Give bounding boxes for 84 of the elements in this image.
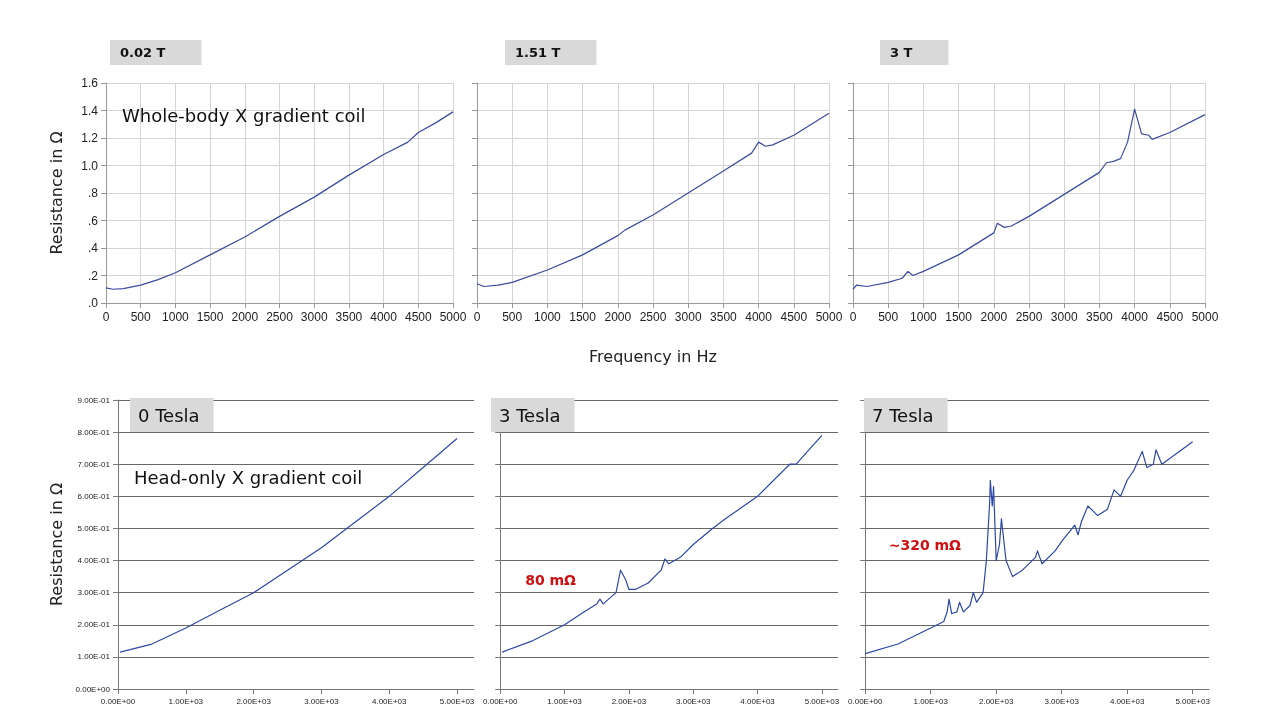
x-tick-label: 4000 xyxy=(745,310,773,324)
x-tick-label: 5.00E+03 xyxy=(1175,696,1211,706)
x-tick-label: 4.00E+03 xyxy=(740,696,776,706)
y-tick-label: 6.00E-01 xyxy=(77,491,111,501)
x-tick-label: 3.00E+03 xyxy=(1044,696,1080,706)
x-tick-label: 0.00E+00 xyxy=(848,696,884,706)
y-tick-label: 1.2 xyxy=(81,131,99,145)
y-tick-label: .4 xyxy=(87,241,99,255)
x-tick-label: 0 xyxy=(102,310,110,324)
x-tick-label: 3500 xyxy=(335,310,363,324)
y-tick-label: 9.00E-01 xyxy=(77,395,111,405)
x-tick-label: 2000 xyxy=(980,310,1008,324)
annotation: Head-only X gradient coil xyxy=(134,466,363,488)
x-tick-label: 5.00E+03 xyxy=(804,696,840,706)
x-tick-label: 3.00E+03 xyxy=(676,696,712,706)
x-tick-label: 2500 xyxy=(639,310,667,324)
x-tick-label: 4000 xyxy=(370,310,398,324)
x-tick-label: 2000 xyxy=(231,310,259,324)
annotation: 80 mΩ xyxy=(525,572,577,588)
x-tick-label: 4500 xyxy=(1156,310,1184,324)
x-tick-label: 4500 xyxy=(404,310,432,324)
x-tick-label: 0.00E+00 xyxy=(100,696,136,706)
y-tick-label: .0 xyxy=(87,296,99,310)
x-tick-label: 1.00E+03 xyxy=(168,696,204,706)
x-tick-label: 3.00E+03 xyxy=(304,696,340,706)
y-tick-label: .2 xyxy=(87,268,99,283)
y-axis-title: Resistance in Ω xyxy=(46,131,66,255)
x-tick-label: 1.00E+03 xyxy=(547,696,583,706)
x-tick-label: 5000 xyxy=(1191,310,1219,324)
y-tick-label: 8.00E-01 xyxy=(77,427,111,437)
x-tick-label: 0.00E+00 xyxy=(483,696,519,706)
y-tick-label: 5.00E-01 xyxy=(77,523,111,533)
x-tick-label: 1000 xyxy=(910,310,938,324)
chart-title: 0 Tesla xyxy=(138,404,200,426)
y-tick-label: 4.00E-01 xyxy=(77,556,111,566)
x-tick-label: 500 xyxy=(502,310,523,324)
y-tick-label: 7.00E-01 xyxy=(77,459,111,469)
chart-title: 3 Tesla xyxy=(499,404,561,426)
y-tick-label: 1.0 xyxy=(81,158,99,173)
x-tick-label: 1500 xyxy=(196,310,224,324)
x-tick-label: 3000 xyxy=(1050,310,1078,324)
x-tick-label: 2.00E+03 xyxy=(978,696,1014,706)
y-tick-label: .8 xyxy=(87,186,99,200)
x-tick-label: 1500 xyxy=(569,310,597,324)
chart-title: 7 Tesla xyxy=(872,404,934,426)
line-series xyxy=(119,437,458,653)
y-tick-label: 1.00E-01 xyxy=(77,652,111,662)
annotation: ~320 mΩ xyxy=(888,537,962,553)
x-tick-label: 1000 xyxy=(162,310,190,324)
x-tick-label: 5000 xyxy=(815,310,843,324)
x-tick-label: 2500 xyxy=(266,310,294,324)
x-tick-label: 0 xyxy=(473,310,481,324)
x-tick-label: 3500 xyxy=(710,310,738,324)
x-tick-label: 4.00E+03 xyxy=(1109,696,1145,706)
y-tick-label: 1.6 xyxy=(81,76,99,90)
chart-title: 1.51 T xyxy=(515,45,561,60)
x-tick-label: 2000 xyxy=(604,310,632,324)
x-tick-label: 3500 xyxy=(1086,310,1114,324)
y-tick-label: .6 xyxy=(87,213,99,228)
x-axis-title: Frequency in Hz xyxy=(589,346,717,366)
x-tick-label: 3000 xyxy=(300,310,328,324)
y-axis-title: Resistance in Ω xyxy=(46,482,66,607)
annotation: Whole-body X gradient coil xyxy=(122,104,366,126)
x-tick-label: 4500 xyxy=(780,310,808,324)
y-tick-label: 0.00E+00 xyxy=(75,684,111,694)
x-tick-label: 500 xyxy=(130,310,152,324)
x-tick-label: 4000 xyxy=(1121,310,1149,324)
chart-title: 0.02 T xyxy=(120,45,166,60)
x-tick-label: 5.00E+03 xyxy=(439,696,475,706)
x-tick-label: 2.00E+03 xyxy=(236,696,272,706)
x-tick-label: 2.00E+03 xyxy=(611,696,647,706)
x-tick-label: 3000 xyxy=(674,310,702,324)
y-tick-label: 3.00E-01 xyxy=(77,588,111,598)
x-tick-label: 4.00E+03 xyxy=(372,696,408,706)
x-tick-label: 2500 xyxy=(1015,310,1043,324)
x-tick-label: 5000 xyxy=(439,310,467,324)
x-tick-label: 1.00E+03 xyxy=(913,696,949,706)
chart-title: 3 T xyxy=(890,45,913,60)
x-tick-label: 1000 xyxy=(534,310,562,324)
x-tick-label: 1500 xyxy=(945,310,973,324)
y-tick-label: 1.4 xyxy=(81,103,99,118)
x-tick-label: 500 xyxy=(878,310,899,324)
y-tick-label: 2.00E-01 xyxy=(77,620,111,630)
x-tick-label: 0 xyxy=(849,310,857,324)
